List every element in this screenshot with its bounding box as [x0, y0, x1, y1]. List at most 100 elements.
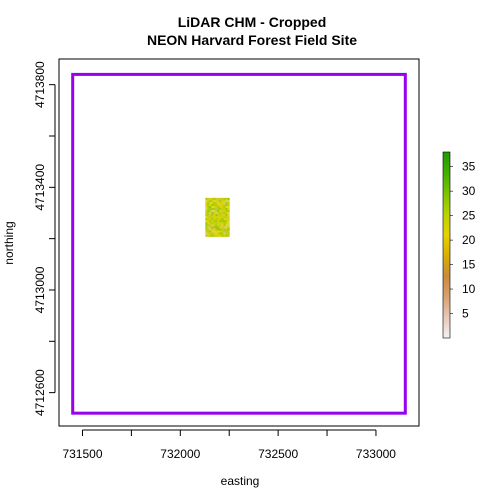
- raster-cell: [209, 212, 212, 215]
- raster-cell: [205, 199, 208, 203]
- raster-cell: [223, 199, 226, 203]
- plot-frame: [58, 58, 420, 427]
- raster-cell: [219, 222, 222, 225]
- raster-cell: [225, 228, 228, 231]
- raster-cell: [223, 224, 226, 227]
- raster-cell: [227, 208, 230, 211]
- raster-cell: [215, 214, 218, 217]
- raster-cell: [209, 201, 212, 205]
- raster-cell: [215, 222, 218, 225]
- raster-cell: [221, 210, 224, 213]
- raster-cell: [217, 197, 220, 201]
- x-axis: 731500 732000 732500 733000: [62, 429, 396, 461]
- raster-cell: [223, 201, 226, 205]
- raster-cell: [221, 224, 224, 227]
- raster-cell: [207, 218, 210, 221]
- raster-cell: [207, 234, 210, 237]
- raster-cell: [221, 203, 224, 207]
- raster-cell: [219, 220, 222, 223]
- raster-cell: [219, 210, 222, 213]
- raster-cell: [217, 232, 220, 235]
- raster-cell: [215, 228, 218, 231]
- raster-cell: [205, 234, 208, 237]
- colorbar-tick-label: 5: [462, 307, 469, 321]
- raster-cell: [209, 214, 212, 217]
- raster-cell: [209, 208, 212, 211]
- raster-cell: [219, 214, 222, 217]
- raster-cell: [207, 197, 210, 201]
- raster-cell: [215, 230, 218, 233]
- raster-cell: [221, 214, 224, 217]
- raster-cell: [207, 199, 210, 203]
- raster-cell: [205, 230, 208, 233]
- raster-cell: [213, 212, 216, 215]
- raster-cell: [205, 206, 208, 209]
- raster-cell: [227, 230, 230, 233]
- raster-cell: [223, 212, 226, 215]
- raster-cell: [215, 232, 218, 235]
- raster-cell: [219, 226, 222, 229]
- raster-cell: [215, 220, 218, 223]
- colorbar-legend: 5 10 15 20 25 30 35: [442, 151, 476, 339]
- raster-cell: [219, 228, 222, 231]
- raster-cell: [213, 199, 216, 203]
- raster-cell: [205, 212, 208, 215]
- raster-cell: [217, 224, 220, 227]
- y-axis: 4712600 4713000 4713400 4713800: [33, 61, 56, 416]
- raster-cell: [225, 210, 228, 213]
- raster-cell: [217, 199, 220, 203]
- raster-cell: [223, 220, 226, 223]
- raster-cell: [215, 199, 218, 203]
- raster-cell: [227, 199, 230, 203]
- raster-cell: [215, 212, 218, 215]
- colorbar-tick-label: 10: [462, 282, 476, 296]
- raster-cell: [225, 232, 228, 235]
- raster-cell: [207, 203, 210, 207]
- raster-cell: [207, 208, 210, 211]
- raster-cell: [225, 224, 228, 227]
- raster-cell: [217, 226, 220, 229]
- raster-cell: [213, 224, 216, 227]
- colorbar-tick-label: 20: [462, 233, 476, 247]
- raster-cell: [227, 228, 230, 231]
- raster-cell: [225, 222, 228, 225]
- raster-cell: [225, 206, 228, 209]
- raster-cell: [219, 224, 222, 227]
- raster-cell: [225, 214, 228, 217]
- raster-cell: [213, 220, 216, 223]
- raster-cell: [227, 224, 230, 227]
- raster-cell: [219, 208, 222, 211]
- raster-cell: [223, 208, 226, 211]
- raster-cell: [213, 216, 216, 219]
- raster-cell: [225, 201, 228, 205]
- colorbar-tick-label: 25: [462, 209, 476, 223]
- raster-cell: [215, 201, 218, 205]
- x-axis-label: easting: [221, 474, 260, 488]
- raster-cell: [215, 206, 218, 209]
- raster-cell: [225, 220, 228, 223]
- raster-cell: [207, 232, 210, 235]
- y-tick-label: 4713400: [33, 164, 47, 211]
- raster-cell: [221, 197, 224, 201]
- raster-cell: [217, 234, 220, 237]
- raster-cell: [219, 232, 222, 235]
- raster-cell: [215, 234, 218, 237]
- raster-cell: [227, 220, 230, 223]
- raster-cell: [217, 212, 220, 215]
- raster-cell: [219, 230, 222, 233]
- raster-cell: [213, 234, 216, 237]
- raster-cell: [227, 210, 230, 213]
- raster-cell: [207, 214, 210, 217]
- raster-cell: [221, 199, 224, 203]
- colorbar: [442, 151, 451, 339]
- raster-cell: [221, 216, 224, 219]
- raster-cell: [207, 230, 210, 233]
- raster-cell: [221, 222, 224, 225]
- raster-cell: [211, 232, 214, 235]
- raster-cell: [215, 210, 218, 213]
- raster-cell: [219, 234, 222, 237]
- raster-cell: [223, 234, 226, 237]
- raster-cell: [227, 222, 230, 225]
- raster-cell: [223, 206, 226, 209]
- raster-cell: [223, 228, 226, 231]
